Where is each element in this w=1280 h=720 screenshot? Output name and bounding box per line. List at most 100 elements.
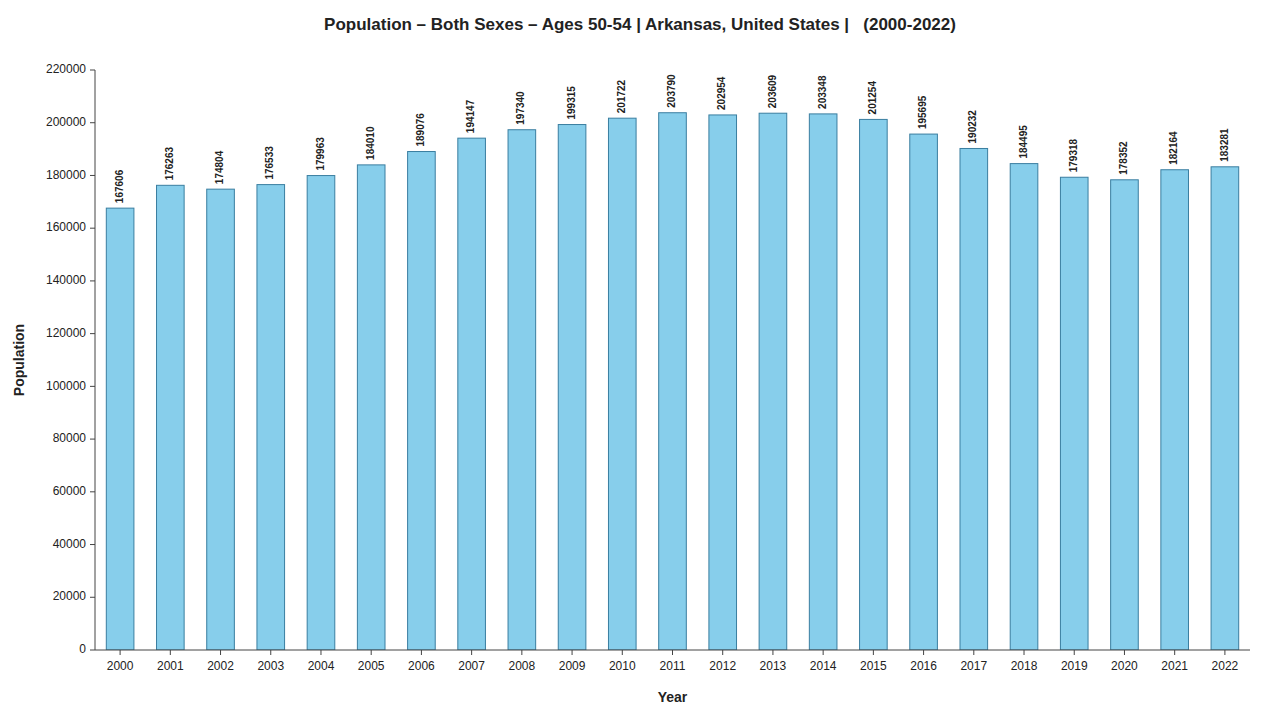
x-tick bbox=[1224, 650, 1225, 655]
bar bbox=[558, 125, 586, 650]
y-tick-label: 80000 bbox=[53, 431, 87, 445]
data-label: 203790 bbox=[666, 74, 677, 108]
y-tick-label: 200000 bbox=[46, 115, 86, 129]
x-tick bbox=[1174, 650, 1175, 655]
x-tick bbox=[120, 650, 121, 655]
data-label: 174804 bbox=[214, 150, 225, 184]
bar bbox=[106, 208, 134, 650]
chart-svg: 0200004000060000800001000001200001400001… bbox=[0, 0, 1280, 720]
x-tick-label: 2002 bbox=[207, 659, 234, 673]
y-tick-label: 220000 bbox=[46, 62, 86, 76]
x-tick-label: 2013 bbox=[760, 659, 787, 673]
data-labels: 1676061762631748041765331799631840101890… bbox=[114, 74, 1230, 203]
data-label: 176263 bbox=[164, 146, 175, 180]
bar bbox=[458, 138, 486, 650]
bar bbox=[207, 189, 235, 650]
y-tick bbox=[90, 386, 95, 387]
bar bbox=[910, 134, 938, 650]
x-axis-label: Year bbox=[658, 689, 688, 705]
x-tick-label: 2010 bbox=[609, 659, 636, 673]
bar bbox=[860, 119, 888, 650]
x-tick bbox=[170, 650, 171, 655]
chart-title: Population – Both Sexes – Ages 50-54 | A… bbox=[324, 15, 956, 34]
x-tick bbox=[521, 650, 522, 655]
y-axis: 0200004000060000800001000001200001400001… bbox=[46, 62, 95, 656]
data-label: 167606 bbox=[114, 169, 125, 203]
x-tick bbox=[973, 650, 974, 655]
x-tick-label: 2006 bbox=[408, 659, 435, 673]
x-tick bbox=[1124, 650, 1125, 655]
data-label: 182164 bbox=[1168, 131, 1179, 165]
bar bbox=[1211, 167, 1239, 650]
y-tick-label: 140000 bbox=[46, 273, 86, 287]
x-tick bbox=[371, 650, 372, 655]
bar bbox=[709, 115, 737, 650]
x-tick bbox=[220, 650, 221, 655]
x-tick bbox=[1074, 650, 1075, 655]
x-tick-label: 2020 bbox=[1111, 659, 1138, 673]
x-tick-label: 2009 bbox=[559, 659, 586, 673]
y-tick bbox=[90, 122, 95, 123]
y-tick bbox=[90, 175, 95, 176]
x-tick-label: 2003 bbox=[257, 659, 284, 673]
x-tick-label: 2021 bbox=[1161, 659, 1188, 673]
x-axis: 2000200120022003200420052006200720082009… bbox=[95, 650, 1250, 673]
y-tick bbox=[90, 280, 95, 281]
data-label: 179318 bbox=[1068, 138, 1079, 172]
data-label: 201722 bbox=[616, 79, 627, 113]
bar bbox=[759, 113, 787, 650]
data-label: 178352 bbox=[1118, 141, 1129, 175]
x-tick bbox=[421, 650, 422, 655]
x-tick-label: 2012 bbox=[709, 659, 736, 673]
x-tick-label: 2011 bbox=[660, 659, 686, 673]
x-tick bbox=[923, 650, 924, 655]
x-tick-label: 2015 bbox=[860, 659, 887, 673]
x-tick bbox=[1024, 650, 1025, 655]
bar bbox=[608, 118, 636, 650]
y-tick bbox=[90, 544, 95, 545]
y-tick-label: 40000 bbox=[53, 537, 87, 551]
data-label: 199315 bbox=[566, 86, 577, 120]
x-tick bbox=[772, 650, 773, 655]
x-tick bbox=[572, 650, 573, 655]
bar bbox=[809, 114, 837, 650]
x-tick bbox=[672, 650, 673, 655]
x-tick bbox=[873, 650, 874, 655]
bar bbox=[1161, 170, 1189, 650]
y-tick bbox=[90, 597, 95, 598]
data-label: 184010 bbox=[365, 126, 376, 160]
x-tick-label: 2007 bbox=[458, 659, 485, 673]
y-axis-label: Population bbox=[11, 324, 27, 396]
bar bbox=[508, 130, 536, 650]
data-label: 195695 bbox=[917, 95, 928, 129]
bar bbox=[408, 152, 436, 650]
y-tick-label: 60000 bbox=[53, 484, 87, 498]
y-tick bbox=[90, 228, 95, 229]
data-label: 190232 bbox=[967, 110, 978, 144]
y-tick-label: 180000 bbox=[46, 168, 86, 182]
data-label: 176533 bbox=[264, 146, 275, 180]
data-label: 201254 bbox=[867, 81, 878, 115]
data-label: 203609 bbox=[767, 74, 778, 108]
x-tick bbox=[622, 650, 623, 655]
data-label: 183281 bbox=[1219, 128, 1230, 162]
data-label: 202954 bbox=[716, 76, 727, 110]
y-tick bbox=[90, 70, 95, 71]
x-tick-label: 2014 bbox=[810, 659, 837, 673]
x-tick bbox=[823, 650, 824, 655]
x-tick-label: 2017 bbox=[960, 659, 987, 673]
bar bbox=[1010, 164, 1038, 650]
bar bbox=[1060, 177, 1088, 650]
y-tick-label: 20000 bbox=[53, 589, 87, 603]
chart-container: 0200004000060000800001000001200001400001… bbox=[0, 0, 1280, 720]
x-tick-label: 2008 bbox=[508, 659, 535, 673]
x-tick-label: 2019 bbox=[1061, 659, 1088, 673]
x-tick bbox=[722, 650, 723, 655]
x-tick-label: 2000 bbox=[107, 659, 134, 673]
data-label: 203348 bbox=[817, 75, 828, 109]
data-label: 197340 bbox=[515, 91, 526, 125]
x-tick-label: 2005 bbox=[358, 659, 385, 673]
y-tick-label: 120000 bbox=[46, 326, 86, 340]
x-tick-label: 2016 bbox=[910, 659, 937, 673]
x-tick-label: 2004 bbox=[308, 659, 335, 673]
